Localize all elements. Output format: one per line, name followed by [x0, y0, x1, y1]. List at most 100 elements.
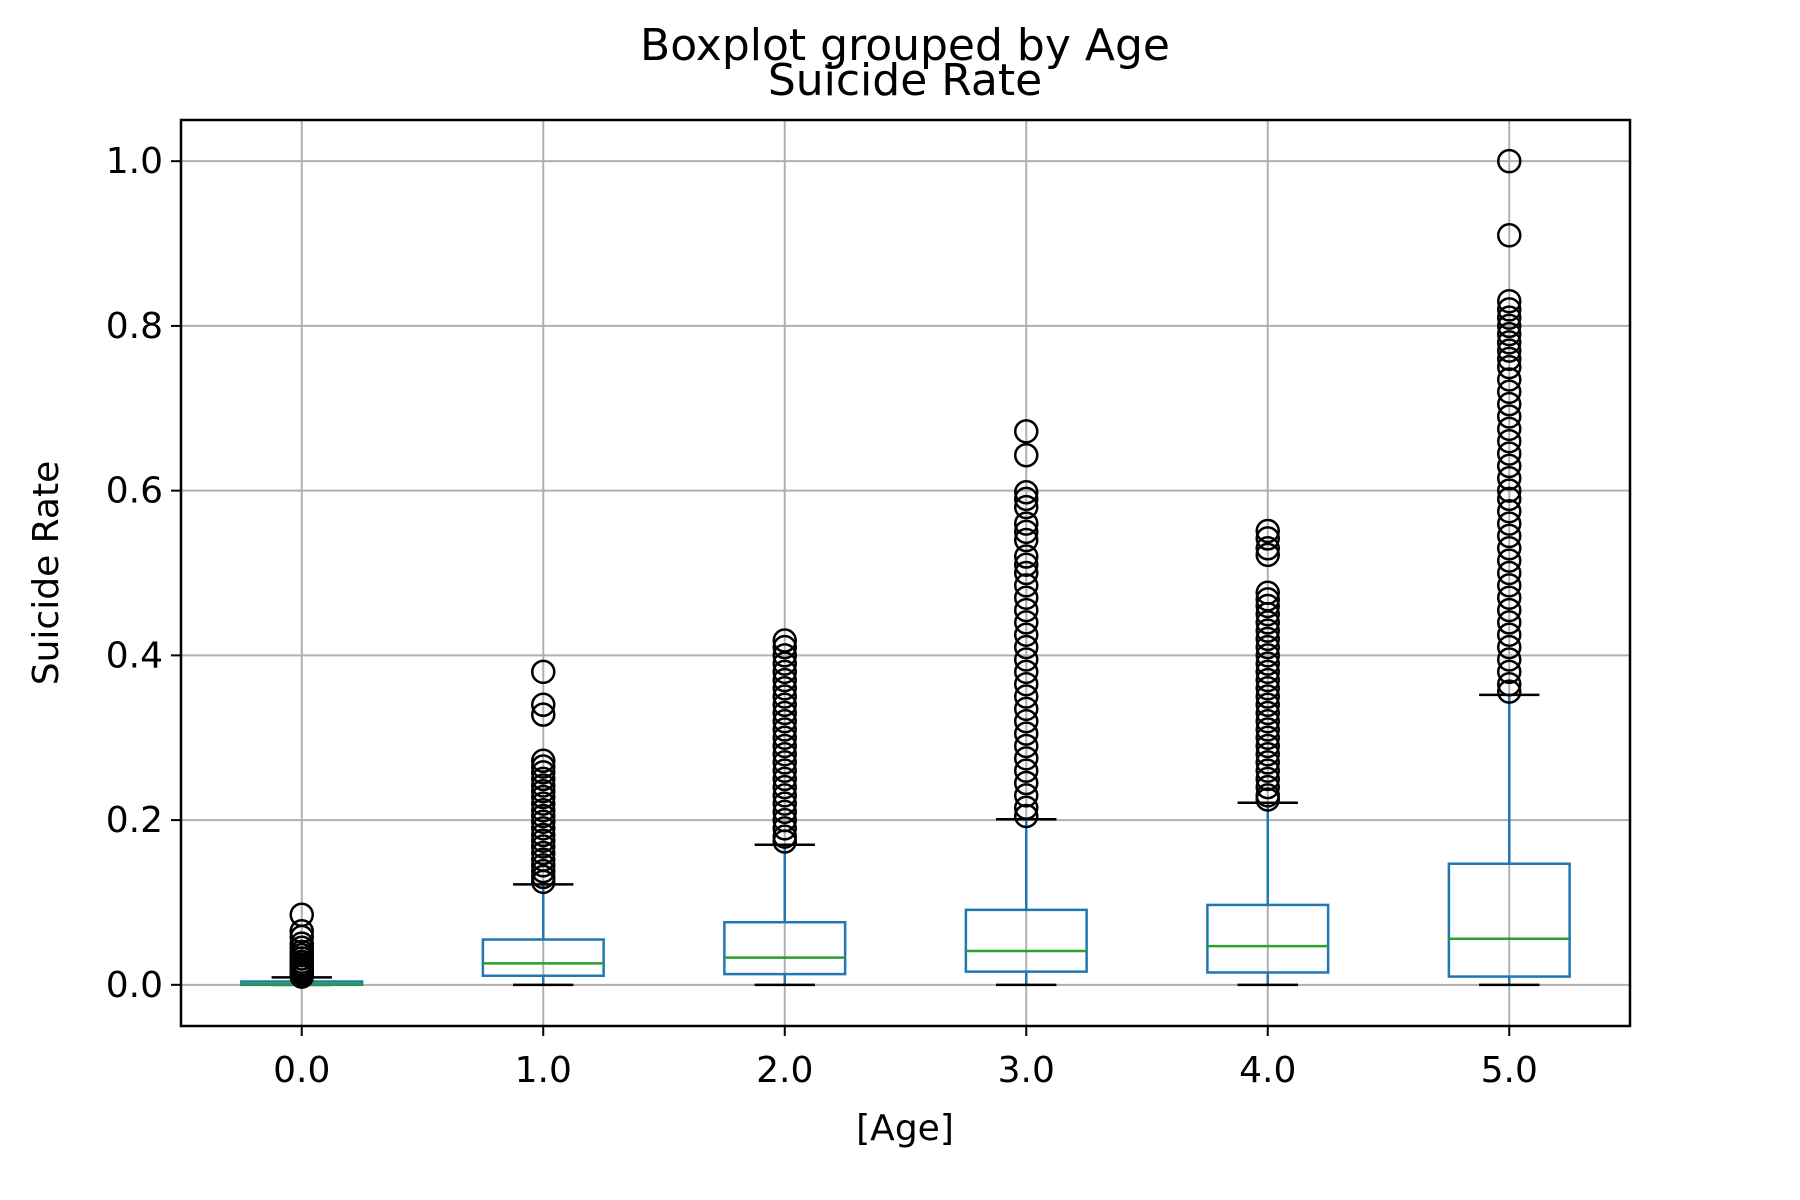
- outlier-point: [1255, 667, 1280, 693]
- x-tick-label: 3.0: [998, 1050, 1055, 1091]
- outlier-point: [772, 643, 797, 668]
- outlier-point: [772, 692, 797, 718]
- outlier-point: [289, 919, 314, 944]
- outlier-point: [1255, 593, 1280, 619]
- outlier-point: [531, 816, 556, 841]
- outlier-point: [531, 659, 556, 685]
- outlier-point: [772, 816, 797, 841]
- outlier-point: [1255, 676, 1280, 701]
- outlier-point: [531, 840, 556, 866]
- outlier-point: [531, 803, 556, 829]
- outlier-point: [1014, 494, 1039, 520]
- outlier-point: [531, 760, 556, 785]
- outlier-point: [1497, 305, 1522, 330]
- y-tick-label: 0.0: [106, 965, 163, 1006]
- outlier-point: [772, 799, 797, 825]
- outlier-point: [1255, 758, 1280, 783]
- outlier-point: [1255, 526, 1280, 551]
- outlier-point: [1497, 523, 1522, 549]
- outlier-point: [1014, 552, 1039, 578]
- outlier-point: [1014, 647, 1039, 672]
- outlier-point: [1255, 725, 1280, 750]
- outlier-point: [1497, 453, 1522, 479]
- outlier-point: [1255, 659, 1280, 685]
- outlier-point: [772, 791, 797, 816]
- outlier-point: [1014, 696, 1039, 722]
- outlier-point: [772, 783, 797, 808]
- outlier-point: [1014, 721, 1039, 746]
- box-group-4-0: [1206, 518, 1330, 987]
- outlier-point: [1497, 536, 1522, 561]
- y-axis-label: Suicide Rate: [26, 461, 67, 685]
- y-tick-label: 0.8: [106, 306, 163, 347]
- outlier-point: [1497, 634, 1522, 660]
- box-group-3-0: [964, 419, 1088, 987]
- figure-suptitle: Boxplot grouped by Age: [640, 20, 1170, 71]
- box-group-1-0: [481, 659, 605, 987]
- outlier-point: [1255, 733, 1280, 759]
- outlier-point: [531, 869, 556, 895]
- outlier-point: [1255, 750, 1280, 775]
- outlier-point: [1014, 634, 1039, 660]
- outlier-point: [1255, 626, 1280, 652]
- x-tick-label: 5.0: [1481, 1050, 1538, 1091]
- outlier-point: [1014, 733, 1039, 759]
- box-group-2-0: [723, 628, 847, 987]
- outlier-point: [1014, 527, 1039, 553]
- outlier-point: [1255, 634, 1280, 660]
- outlier-point: [1497, 622, 1522, 648]
- outlier-point: [1497, 391, 1522, 417]
- outlier-point: [1497, 498, 1522, 524]
- outlier-point: [1497, 441, 1522, 466]
- outlier-point: [1255, 692, 1280, 718]
- outlier-point: [1014, 803, 1039, 829]
- x-tick-label: 2.0: [756, 1050, 813, 1091]
- iqr-box: [964, 908, 1088, 973]
- outlier-point: [772, 774, 797, 800]
- outlier-point: [1014, 758, 1039, 783]
- outlier-point: [1255, 709, 1280, 734]
- outlier-point: [1497, 647, 1522, 672]
- outlier-point: [1014, 480, 1039, 505]
- outlier-point: [1497, 330, 1522, 355]
- outlier-point: [772, 676, 797, 701]
- axes-title: Suicide Rate: [768, 55, 1042, 106]
- outlier-point: [1497, 511, 1522, 536]
- outlier-point: [1014, 419, 1039, 444]
- outlier-point: [1255, 787, 1280, 812]
- outlier-point: [531, 822, 556, 848]
- outlier-point: [531, 834, 556, 859]
- outlier-point: [772, 634, 797, 660]
- outlier-point: [1497, 346, 1522, 372]
- outlier-point: [1497, 148, 1522, 174]
- iqr-box: [723, 920, 847, 976]
- outlier-point: [531, 702, 556, 727]
- outlier-point: [1255, 684, 1280, 709]
- outlier-point: [1255, 542, 1280, 568]
- outlier-point: [1255, 700, 1280, 726]
- outlier-point: [531, 791, 556, 816]
- outlier-point: [1014, 597, 1039, 623]
- outlier-point: [1255, 717, 1280, 742]
- outlier-point: [1255, 610, 1280, 635]
- outlier-point: [772, 651, 797, 676]
- outlier-point: [1255, 643, 1280, 668]
- outlier-point: [1014, 573, 1039, 598]
- outlier-point: [1497, 486, 1522, 512]
- outlier-point: [772, 667, 797, 693]
- outlier-point: [772, 717, 797, 742]
- outlier-point: [1497, 597, 1522, 623]
- outlier-point: [772, 659, 797, 685]
- outlier-point: [772, 684, 797, 709]
- outlier-point: [772, 725, 797, 750]
- outlier-point: [1497, 367, 1522, 392]
- outlier-point: [1497, 548, 1522, 573]
- outlier-point: [1255, 741, 1280, 767]
- outlier-point: [1255, 601, 1280, 627]
- outlier-point: [1497, 478, 1522, 503]
- box-group-5-0: [1447, 148, 1571, 987]
- outlier-point: [531, 858, 556, 884]
- outlier-point: [772, 750, 797, 775]
- outlier-point: [1497, 313, 1522, 339]
